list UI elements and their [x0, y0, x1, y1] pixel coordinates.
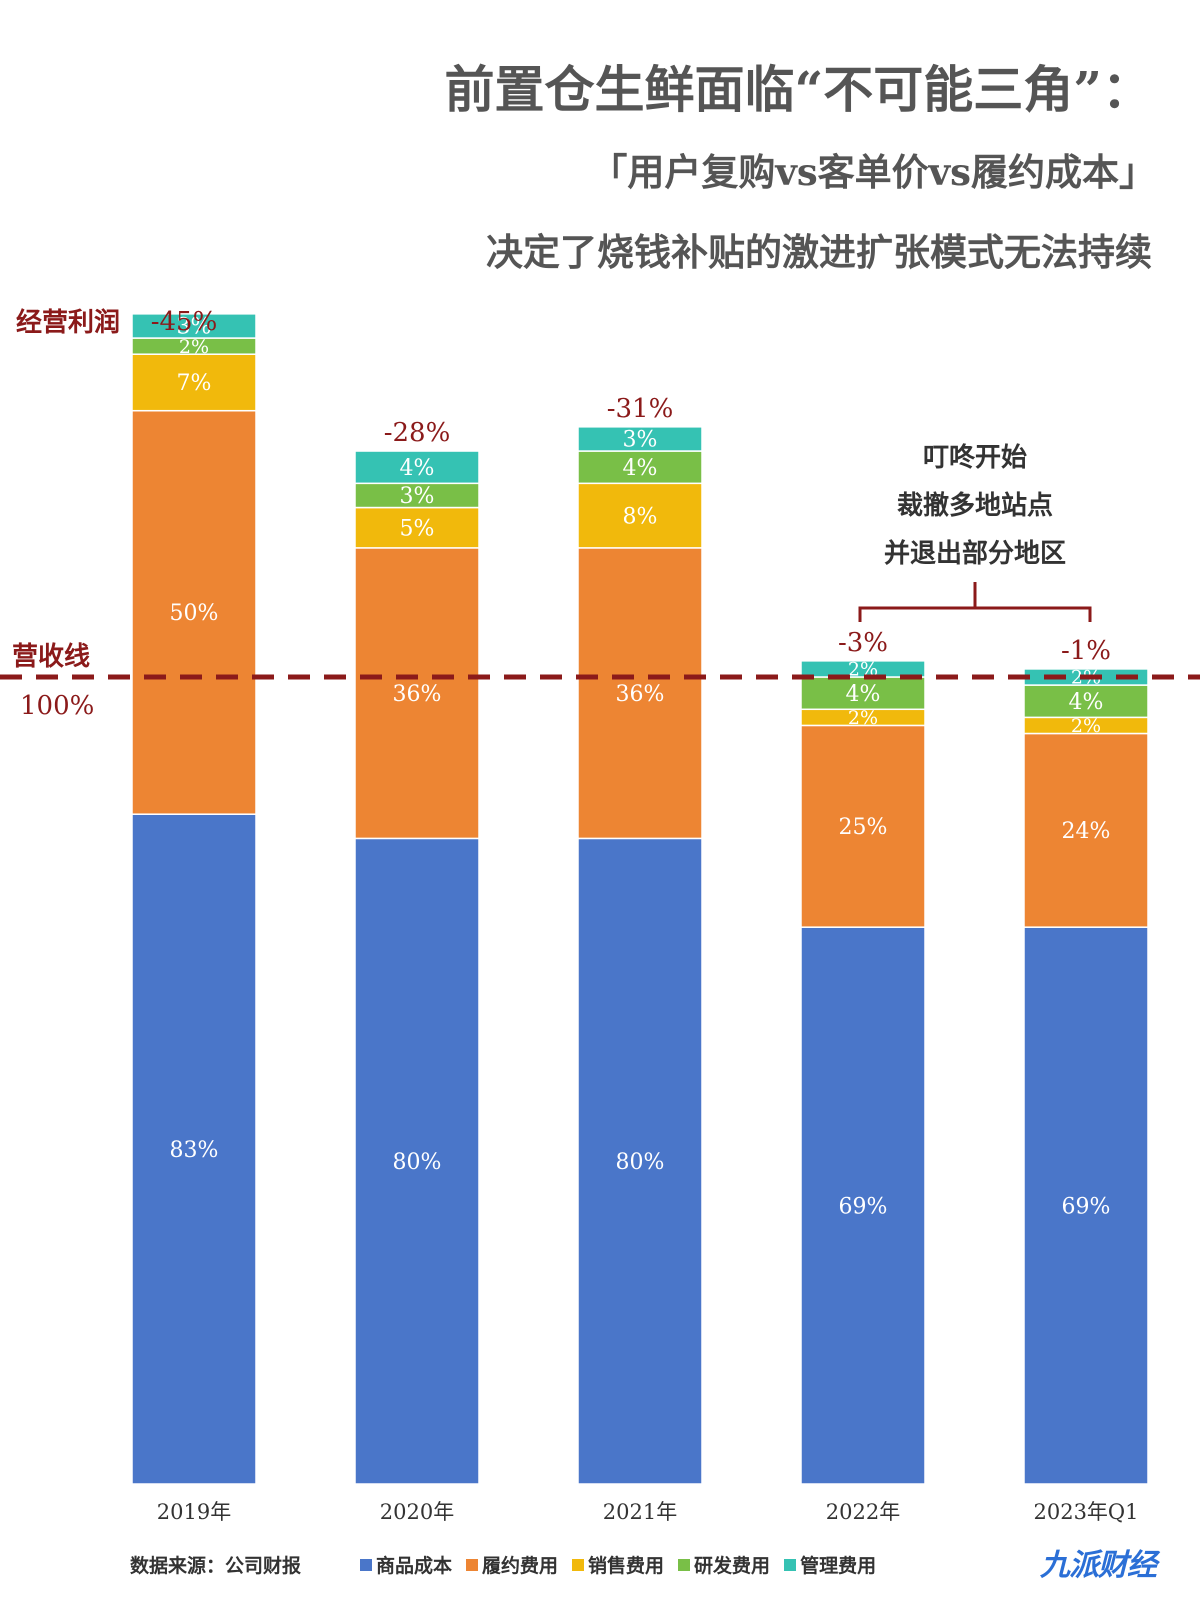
- legend-label: 商品成本: [376, 1555, 453, 1577]
- bar-segment: [354, 450, 480, 485]
- bar-segment: [577, 426, 703, 452]
- data-label: 36%: [393, 682, 442, 707]
- chart-title: 前置仓生鲜面临“不可能三角”：: [444, 60, 1152, 119]
- data-label: 4%: [846, 682, 881, 707]
- legend-item: 商品成本: [360, 1551, 452, 1578]
- profit-row-label: 经营利润: [16, 307, 120, 338]
- bar-segment: [800, 926, 926, 1485]
- x-tick-label: 2022年: [826, 1500, 900, 1524]
- data-label: 80%: [616, 1150, 665, 1175]
- legend-swatch: [466, 1558, 479, 1571]
- bar-segment: [800, 676, 926, 711]
- data-label: 3%: [623, 428, 658, 453]
- data-label: 7%: [177, 371, 212, 396]
- bar-segment: [354, 506, 480, 549]
- data-label: 5%: [400, 516, 435, 541]
- brand-logo: 九派财经: [1040, 1548, 1157, 1583]
- chart-subtitle: 「用户复购vs客单价vs履约成本」: [590, 150, 1156, 194]
- data-label: 4%: [400, 456, 435, 481]
- data-label: 2%: [1071, 715, 1101, 737]
- profit-label: -28%: [384, 418, 451, 448]
- legend-item: 销售费用: [572, 1551, 664, 1578]
- bar-segment: [577, 547, 703, 840]
- data-label: 2%: [179, 336, 209, 358]
- legend-item: 管理费用: [784, 1551, 876, 1578]
- bar-segment: [354, 482, 480, 509]
- legend-swatch: [572, 1558, 585, 1571]
- bar-segment: [577, 837, 703, 1485]
- profit-label: -3%: [838, 628, 888, 658]
- x-tick-label: 2019年: [157, 1500, 231, 1524]
- data-label: 80%: [393, 1150, 442, 1175]
- data-label: 3%: [177, 315, 212, 340]
- bar-segment: [1023, 732, 1149, 928]
- revenue-line-label: 营收线: [12, 642, 90, 672]
- data-label: 8%: [623, 504, 658, 529]
- legend-item: 研发费用: [678, 1551, 770, 1578]
- legend-item: 履约费用: [466, 1551, 558, 1578]
- legend-label: 研发费用: [694, 1555, 771, 1577]
- data-label: 2%: [848, 707, 878, 729]
- data-label: 25%: [839, 815, 888, 840]
- annotation-text: 叮咚开始: [923, 443, 1027, 473]
- bar-segment: [131, 813, 257, 1485]
- data-label: 3%: [400, 484, 435, 509]
- data-label: 36%: [616, 682, 665, 707]
- legend-swatch: [678, 1558, 691, 1571]
- profit-label: -45%: [151, 307, 218, 337]
- data-source: 数据来源：公司财报: [130, 1555, 302, 1577]
- data-label: 69%: [1062, 1194, 1111, 1219]
- legend-label: 管理费用: [800, 1555, 877, 1577]
- x-tick-label: 2020年: [380, 1500, 454, 1524]
- data-label: 24%: [1062, 819, 1111, 844]
- bar-segment: [131, 409, 257, 815]
- annotation-text: 并退出部分地区: [884, 538, 1066, 569]
- chart-subtitle-2: 决定了烧钱补贴的激进扩张模式无法持续: [486, 230, 1152, 274]
- revenue-line-value: 100%: [20, 691, 94, 721]
- bar-segment: [800, 724, 926, 928]
- data-label: 83%: [170, 1138, 219, 1163]
- annotation-text: 裁撤多地站点: [897, 490, 1053, 521]
- bar-segment: [1023, 926, 1149, 1485]
- profit-label: -31%: [607, 394, 674, 424]
- profit-label: -1%: [1061, 636, 1111, 666]
- x-tick-label: 2023年Q1: [1033, 1500, 1138, 1524]
- x-tick-label: 2021年: [603, 1500, 677, 1524]
- bar-segment: [354, 547, 480, 840]
- data-label: 4%: [623, 456, 658, 481]
- data-label: 69%: [839, 1194, 888, 1219]
- legend-label: 销售费用: [588, 1555, 665, 1577]
- bar-segment: [800, 660, 926, 678]
- legend: 商品成本 履约费用 销售费用 研发费用 管理费用: [360, 1551, 876, 1578]
- data-label: 50%: [170, 601, 219, 626]
- annotation-bracket: [858, 582, 1092, 622]
- legend-swatch: [784, 1558, 797, 1571]
- data-label: 4%: [1069, 690, 1104, 715]
- legend-swatch: [360, 1558, 372, 1571]
- legend-label: 履约费用: [482, 1555, 559, 1577]
- bar-segment: [131, 313, 257, 339]
